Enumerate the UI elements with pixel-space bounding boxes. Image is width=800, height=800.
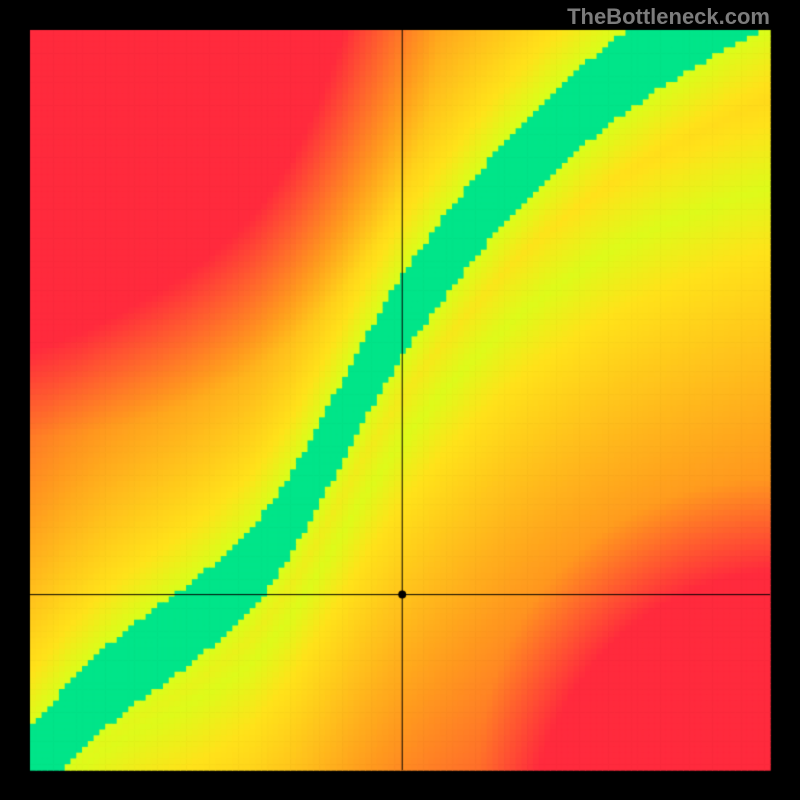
chart-container: { "watermark": { "text": "TheBottleneck.… <box>0 0 800 800</box>
bottleneck-heatmap <box>0 0 800 800</box>
watermark-text: TheBottleneck.com <box>567 4 770 30</box>
